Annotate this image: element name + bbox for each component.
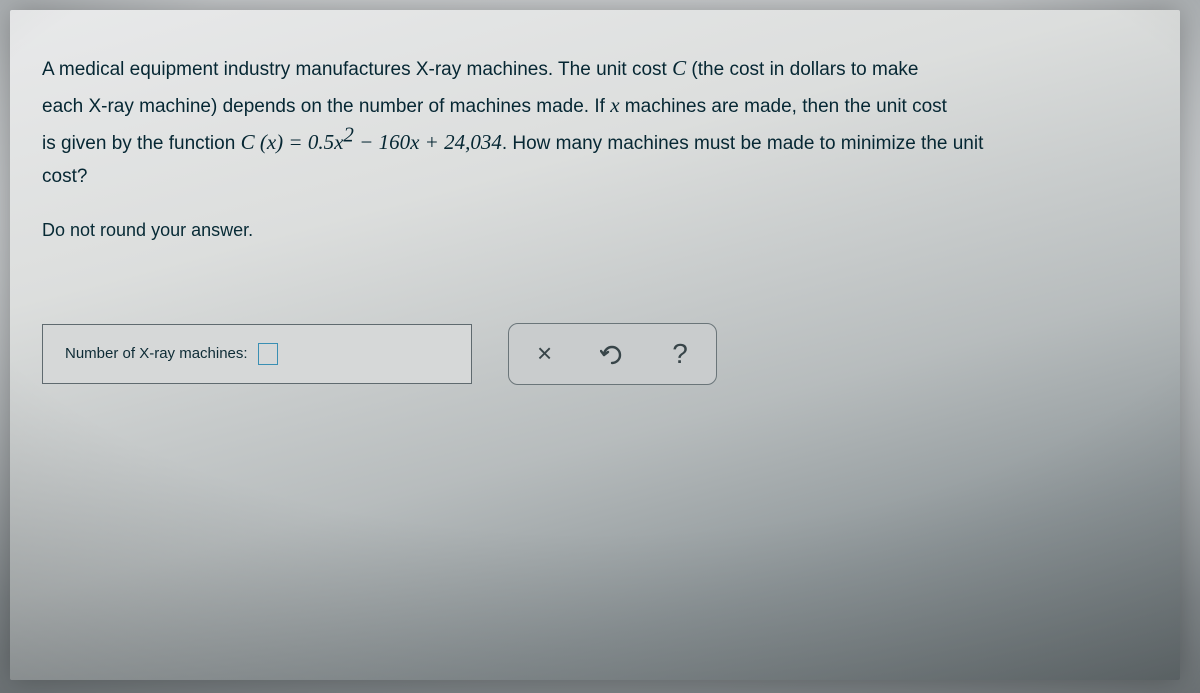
func-exp: 2: [343, 122, 354, 146]
answer-label: Number of X-ray machines:: [65, 345, 248, 362]
question-page: A medical equipment industry manufacture…: [10, 10, 1180, 680]
problem-line3b: . How many machines must be made to mini…: [502, 133, 984, 154]
problem-text: A medical equipment industry manufacture…: [42, 50, 1148, 194]
func-lhs: C (x) =: [241, 130, 308, 154]
undo-icon: [600, 342, 624, 366]
problem-line4: cost?: [42, 166, 87, 187]
problem-line3a: is given by the function: [42, 133, 241, 154]
clear-button[interactable]: ×: [533, 336, 556, 371]
func-coef1: 0.5: [308, 130, 334, 154]
func-x2: x: [410, 130, 419, 154]
undo-button[interactable]: [596, 338, 628, 370]
answer-box: Number of X-ray machines:: [42, 324, 472, 384]
toolbar: × ?: [508, 323, 717, 385]
instruction-text: Do not round your answer.: [42, 220, 1148, 241]
func-x1: x: [334, 130, 343, 154]
answer-input[interactable]: [258, 343, 278, 365]
problem-line2a: each X-ray machine) depends on the numbe…: [42, 96, 610, 117]
var-x: x: [610, 93, 619, 117]
x-icon: ×: [537, 338, 552, 368]
problem-line2b: machines are made, then the unit cost: [620, 96, 947, 117]
func-const: + 24,034: [419, 130, 501, 154]
question-icon: ?: [672, 338, 688, 369]
help-button[interactable]: ?: [668, 336, 692, 372]
problem-line1b: (the cost in dollars to make: [686, 59, 918, 80]
func-coef2: − 160: [354, 130, 410, 154]
problem-line1a: A medical equipment industry manufacture…: [42, 59, 672, 80]
var-C: C: [672, 56, 686, 80]
answer-row: Number of X-ray machines: × ?: [42, 323, 1148, 385]
